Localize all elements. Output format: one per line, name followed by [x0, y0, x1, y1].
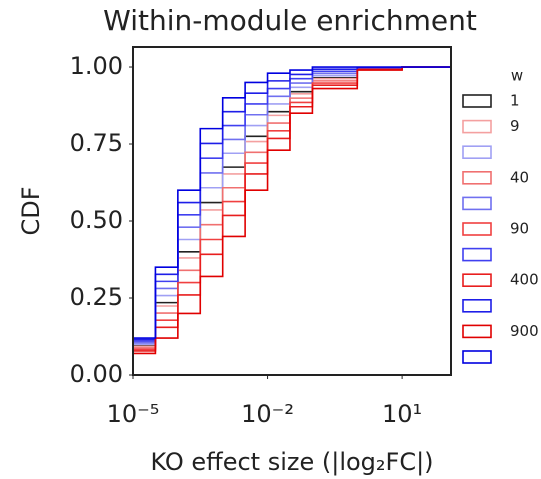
x-axis-label: KO effect size (|log₂FC|): [150, 448, 433, 476]
y-tick-label: 0.00: [70, 360, 123, 388]
legend-swatch: [462, 350, 492, 364]
cdf-line: [133, 66, 451, 347]
legend-label: 1: [510, 92, 520, 110]
cdf-line: [133, 66, 451, 352]
cdf-line: [133, 66, 451, 342]
cdf-line: [133, 66, 451, 351]
cdf-line: [133, 66, 451, 349]
legend-label: 90: [510, 220, 529, 238]
legend-swatch: [462, 273, 492, 288]
x-tick-label: 10⁻⁵: [107, 400, 160, 428]
cdf-line: [133, 66, 451, 348]
legend-title: w: [511, 67, 523, 85]
legend-label: 400: [510, 271, 539, 289]
legend-swatch: [462, 247, 492, 262]
y-tick-label: 0.25: [70, 283, 123, 311]
cdf-line: [133, 66, 451, 346]
y-tick-label: 0.50: [70, 206, 123, 234]
legend-swatch: [462, 324, 492, 339]
x-tick-label: 10¹: [382, 400, 422, 428]
legend-label: 900: [510, 322, 539, 340]
legend-swatch: [462, 171, 492, 185]
cdf-line: [133, 66, 451, 341]
cdf-line: [133, 66, 451, 355]
chart-title: Within-module enrichment: [103, 4, 477, 37]
legend-label: 9: [510, 117, 520, 135]
y-tick-label: 1.00: [70, 52, 123, 80]
cdf-line: [133, 66, 451, 344]
legend-label: 40: [510, 168, 529, 186]
legend-swatch: [462, 196, 492, 211]
legend-swatch: [462, 119, 492, 134]
legend-swatch: [462, 145, 492, 159]
legend-swatch: [462, 298, 492, 313]
legend-swatch: [462, 94, 492, 108]
y-axis-label: CDF: [17, 186, 45, 235]
x-tick-label: 10⁻²: [241, 400, 294, 428]
legend-swatch: [462, 222, 492, 236]
cdf-line: [133, 66, 451, 339]
plot-frame: [132, 46, 452, 376]
y-tick-label: 0.75: [70, 129, 123, 157]
